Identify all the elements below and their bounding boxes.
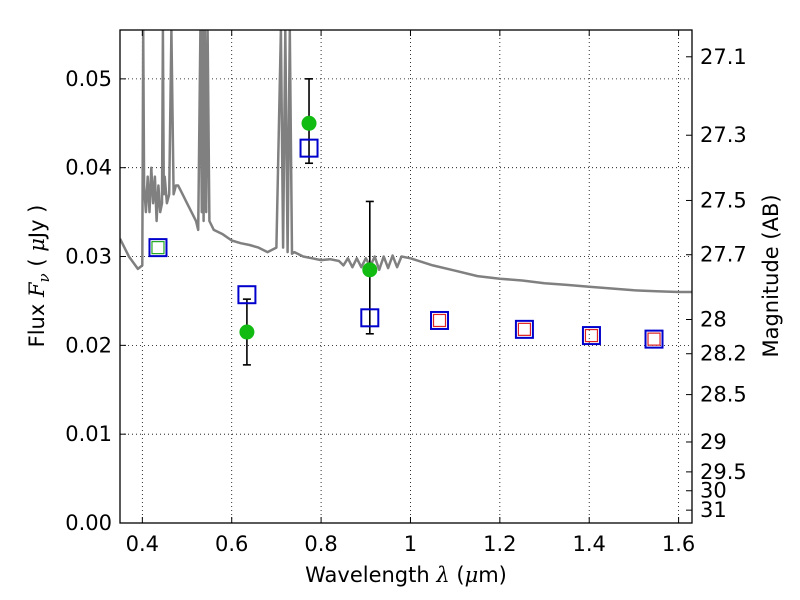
series-layer — [120, 30, 692, 366]
plot-frame — [119, 29, 693, 524]
right-tick-label: 27.3 — [700, 123, 747, 147]
x-tick-label: 0.6 — [215, 532, 248, 556]
axis-ticks: 0.4 0.6 0.8 1 1.2 1.4 1.6 0.00 0.01 0.02 0.03 0.04 0… — [65, 30, 747, 556]
x-tick-label: 0.4 — [126, 532, 159, 556]
right-tick-label: 30 — [700, 479, 727, 503]
y-tick-label: 0.02 — [65, 333, 112, 357]
predicted-square-marker — [432, 313, 447, 328]
model-square-marker — [644, 329, 664, 349]
plot-area — [120, 30, 692, 366]
predicted-square-marker — [584, 328, 599, 343]
model-square-marker — [299, 138, 319, 158]
predicted-square-marker — [647, 332, 661, 346]
model-square-marker — [360, 308, 380, 328]
y-tick-label: 0.03 — [65, 245, 112, 269]
model-square-marker — [581, 326, 601, 346]
predicted-square-marker — [517, 322, 532, 336]
right-tick-label: 28.2 — [700, 342, 747, 366]
model-square-marker — [430, 310, 450, 330]
y-tick-label: 0.05 — [65, 67, 112, 91]
observed-point — [239, 324, 255, 340]
sed-model-line — [120, 30, 692, 294]
y-tick-label: 0.04 — [65, 156, 112, 180]
right-tick-label: 28 — [700, 307, 727, 331]
observed-point — [362, 262, 378, 278]
model-square-marker — [514, 319, 534, 339]
predicted-square-marker — [151, 241, 165, 255]
right-tick-label: 28.5 — [700, 383, 747, 407]
y-axis-label: Flux Fν ( μJy ) — [25, 205, 53, 348]
y-tick-label: 0.01 — [65, 422, 112, 446]
y-tick-label: 0.00 — [65, 511, 112, 535]
right-tick-label: 29.5 — [700, 460, 747, 484]
model-square-marker — [148, 238, 168, 258]
model-square-marker — [237, 285, 257, 305]
x-tick-label: 0.8 — [304, 532, 337, 556]
right-tick-label: 27.1 — [700, 45, 747, 69]
right-tick-label: 27.7 — [700, 243, 747, 267]
right-tick-label: 31 — [700, 498, 727, 522]
x-tick-label: 1.6 — [662, 532, 695, 556]
observed-point — [301, 115, 317, 131]
right-tick-label: 29 — [700, 430, 727, 454]
x-tick-label: 1.4 — [573, 532, 606, 556]
x-tick-label: 1.2 — [483, 532, 516, 556]
x-axis-label: Wavelength λ (μm) — [305, 563, 507, 587]
right-axis-label: Magnitude (AB) — [759, 194, 783, 357]
right-tick-label: 27.5 — [700, 188, 747, 212]
x-tick-label: 1 — [404, 532, 417, 556]
